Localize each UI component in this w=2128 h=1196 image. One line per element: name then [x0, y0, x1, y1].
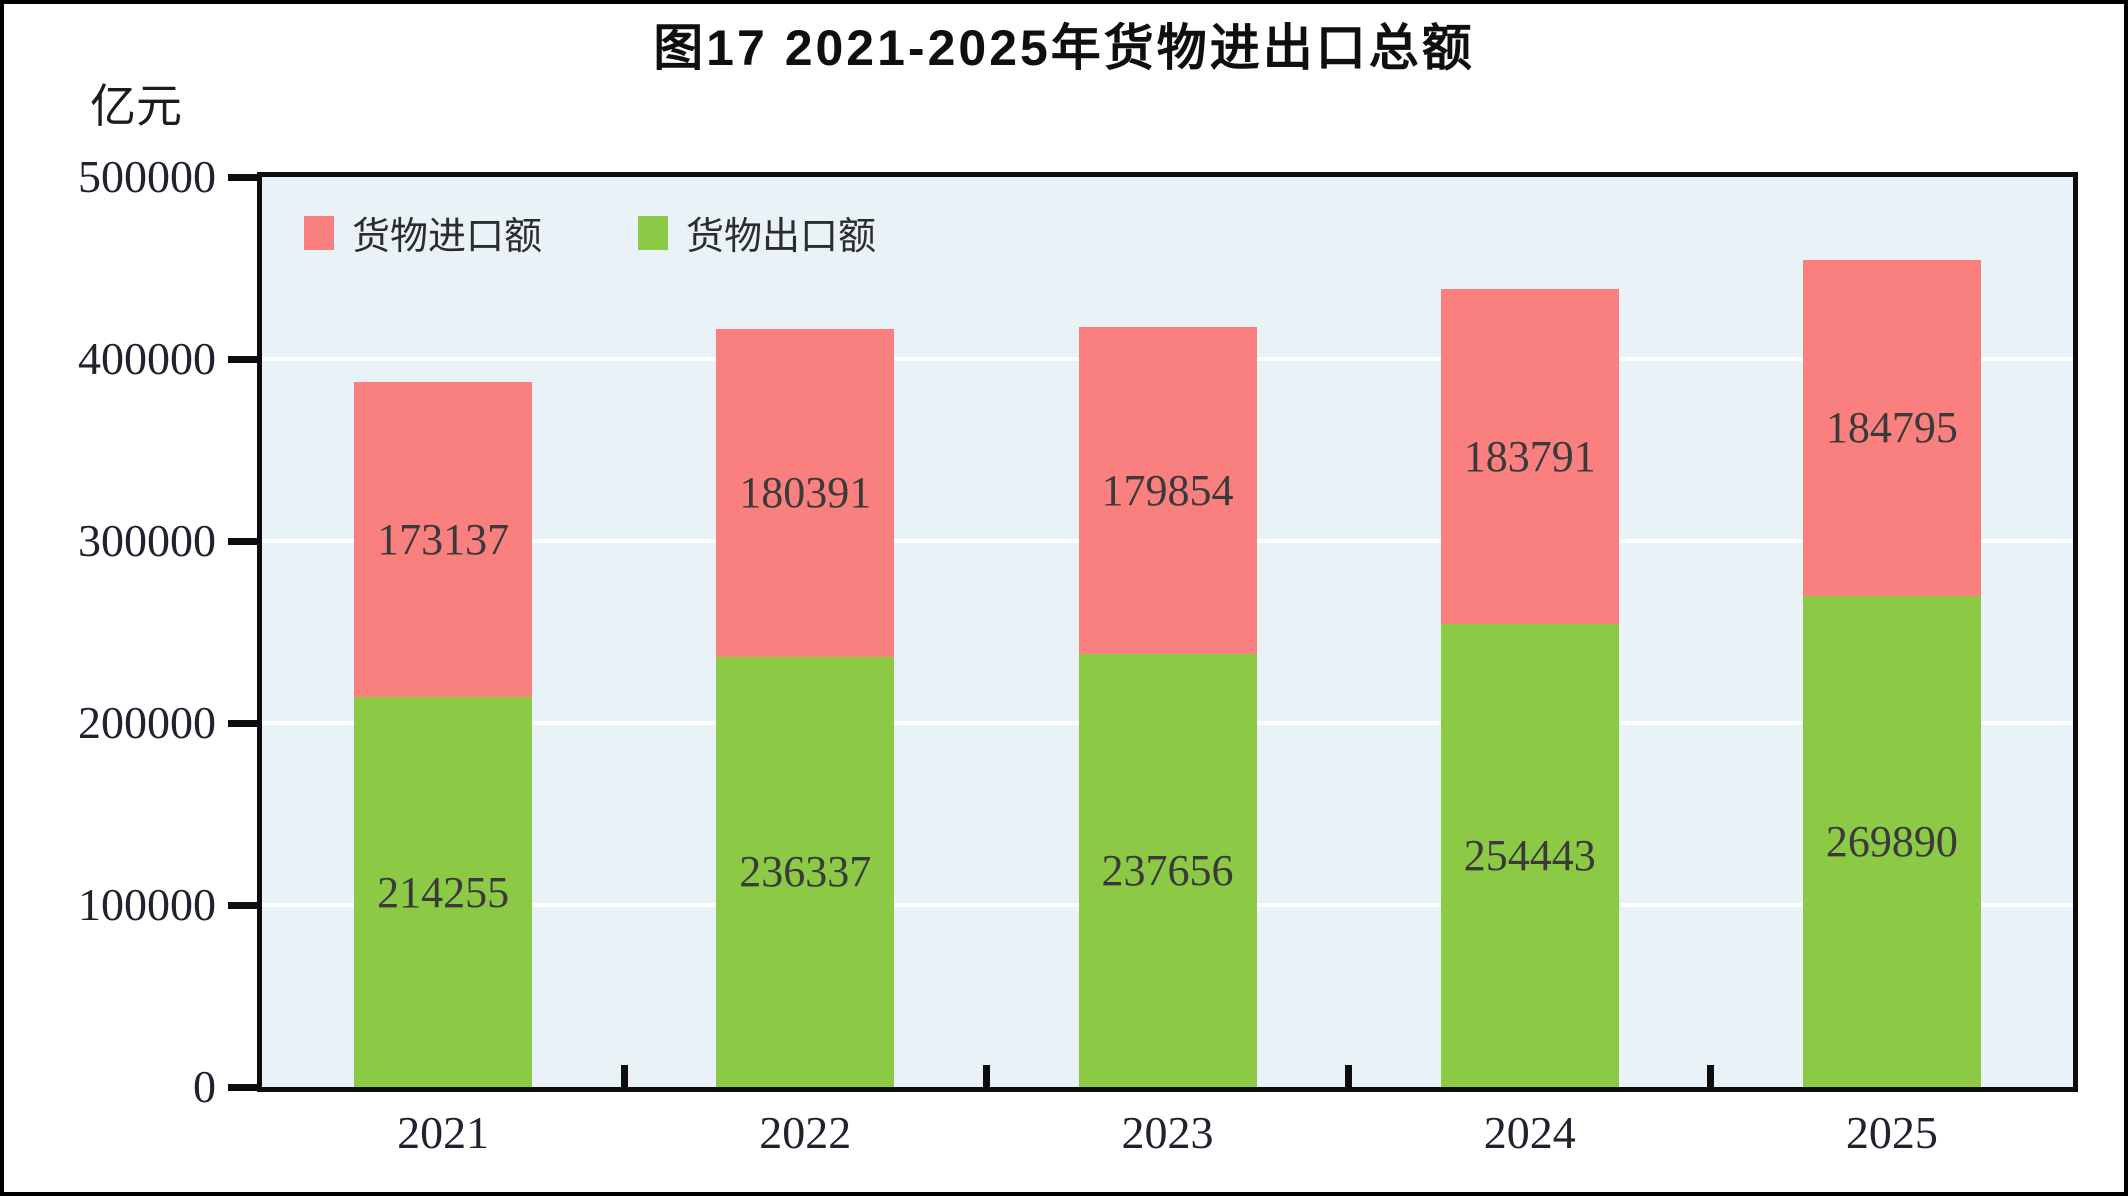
legend-item-export: 货物出口额: [638, 205, 876, 260]
bar-segment-import-2024: 183791: [1440, 289, 1619, 624]
legend-label-export: 货物出口额: [686, 216, 877, 258]
legend-swatch-export-icon: [638, 215, 669, 250]
y-axis-tick: [228, 355, 259, 363]
bar-value-label-import-2022: 180391: [739, 468, 872, 518]
bar-segment-export-2022: 236337: [716, 656, 895, 1087]
y-axis-label-300000: 300000: [78, 515, 216, 566]
bar-value-label-import-2021: 173137: [377, 515, 510, 565]
y-axis-tick: [228, 537, 259, 545]
plot-area: 货物进口额 货物出口额 214255 173137 236337 180391 2376…: [257, 172, 2078, 1092]
y-axis-tick: [228, 1083, 259, 1091]
x-axis-tick: [982, 1065, 990, 1087]
bar-segment-import-2023: 179854: [1078, 327, 1257, 655]
y-axis-tick: [228, 901, 259, 909]
y-axis-label-500000: 500000: [78, 151, 216, 202]
bar-segment-import-2021: 173137: [354, 381, 533, 698]
bar-segment-import-2022: 180391: [716, 328, 895, 657]
y-axis-tick: [228, 719, 259, 727]
bar-segment-export-2021: 214255: [354, 697, 533, 1087]
y-axis-label-200000: 200000: [78, 697, 216, 748]
y-axis-label-100000: 100000: [78, 879, 216, 930]
x-axis-label-2024: 2024: [1483, 1107, 1576, 1158]
legend-label-import: 货物进口额: [352, 216, 543, 258]
y-axis-label-400000: 400000: [78, 333, 216, 384]
bar-value-label-export-2025: 269890: [1825, 816, 1958, 866]
bar-segment-export-2024: 254443: [1440, 623, 1619, 1087]
y-axis-unit-label: 亿元: [90, 80, 182, 132]
legend-swatch-import-icon: [304, 215, 334, 250]
y-axis-label-0: 0: [193, 1061, 216, 1112]
bar-value-label-export-2021: 214255: [377, 867, 510, 917]
bar-value-label-export-2023: 237656: [1101, 846, 1234, 896]
bar-value-label-import-2025: 184795: [1825, 403, 1958, 453]
chart-title: 图17 2021-2025年货物进出口总额: [653, 20, 1475, 76]
bar-value-label-import-2023: 179854: [1101, 466, 1234, 516]
bar-segment-export-2025: 269890: [1802, 595, 1981, 1087]
bar-value-label-export-2022: 236337: [739, 847, 872, 897]
bar-value-label-import-2024: 183791: [1463, 432, 1596, 482]
legend: 货物进口额 货物出口额: [304, 205, 876, 260]
bar-segment-export-2023: 237656: [1078, 654, 1257, 1087]
x-axis-tick: [1345, 1065, 1353, 1087]
x-axis-label-2022: 2022: [759, 1107, 852, 1158]
bar-segment-import-2025: 184795: [1802, 259, 1981, 596]
x-axis-label-2025: 2025: [1845, 1107, 1938, 1158]
x-axis-tick: [620, 1065, 628, 1087]
x-axis-label-2023: 2023: [1121, 1107, 1214, 1158]
x-axis-label-2021: 2021: [397, 1107, 490, 1158]
y-axis-tick: [228, 173, 259, 181]
bar-value-label-export-2024: 254443: [1463, 830, 1596, 880]
legend-item-import: 货物进口额: [304, 205, 542, 260]
x-axis-tick: [1707, 1065, 1715, 1087]
